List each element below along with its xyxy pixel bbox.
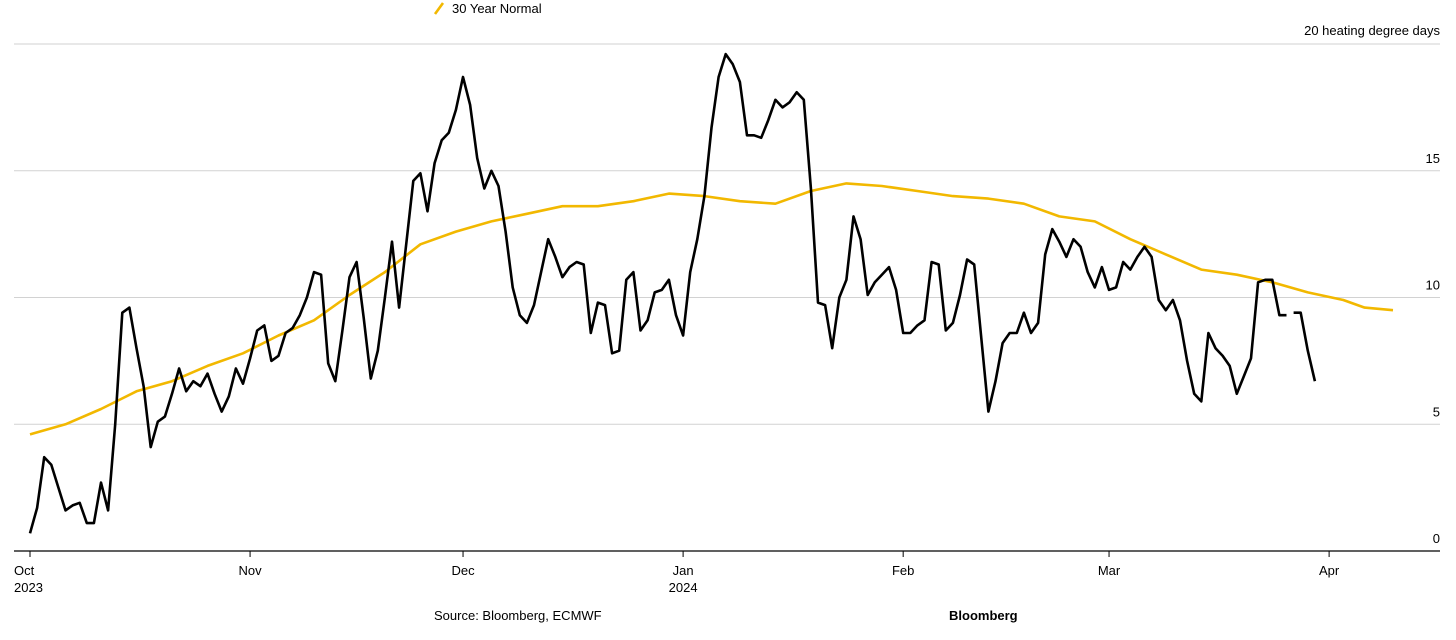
x-tick-sublabel: 2024 — [669, 580, 698, 595]
y-tick-label: 0 — [1433, 531, 1440, 546]
x-tick-label: Mar — [1098, 563, 1121, 578]
x-tick-label: Feb — [892, 563, 914, 578]
legend-swatch — [433, 2, 445, 15]
series-line-heating-degree-days — [28, 52, 1317, 534]
x-tick-label: Oct — [14, 563, 35, 578]
y-tick-label: 5 — [1433, 404, 1440, 419]
y-tick-label: 15 — [1426, 151, 1440, 166]
legend-label: 30 Year Normal — [452, 1, 542, 16]
series-lines — [28, 52, 1394, 534]
y-tick-label: 20 heating degree days — [1304, 23, 1440, 38]
series-line-30-year-normal — [29, 182, 1394, 436]
x-tick-label: Dec — [451, 563, 475, 578]
x-axis: Oct 2023 Nov Dec Jan 2024 Feb Mar Apr — [14, 550, 1440, 595]
brand-label: Bloomberg — [949, 608, 1018, 623]
legend: 30 Year Normal — [433, 1, 542, 16]
x-tick-label: Jan — [673, 563, 694, 578]
x-tick-sublabel: 2023 — [14, 580, 43, 595]
gridlines — [14, 43, 1440, 425]
y-tick-label: 10 — [1426, 278, 1440, 293]
source-note: Source: Bloomberg, ECMWF — [434, 608, 602, 623]
x-tick-label: Apr — [1319, 563, 1340, 578]
x-tick-label: Nov — [239, 563, 263, 578]
y-axis-tick-labels: 0 5 10 15 20 heating degree days — [1304, 23, 1440, 546]
